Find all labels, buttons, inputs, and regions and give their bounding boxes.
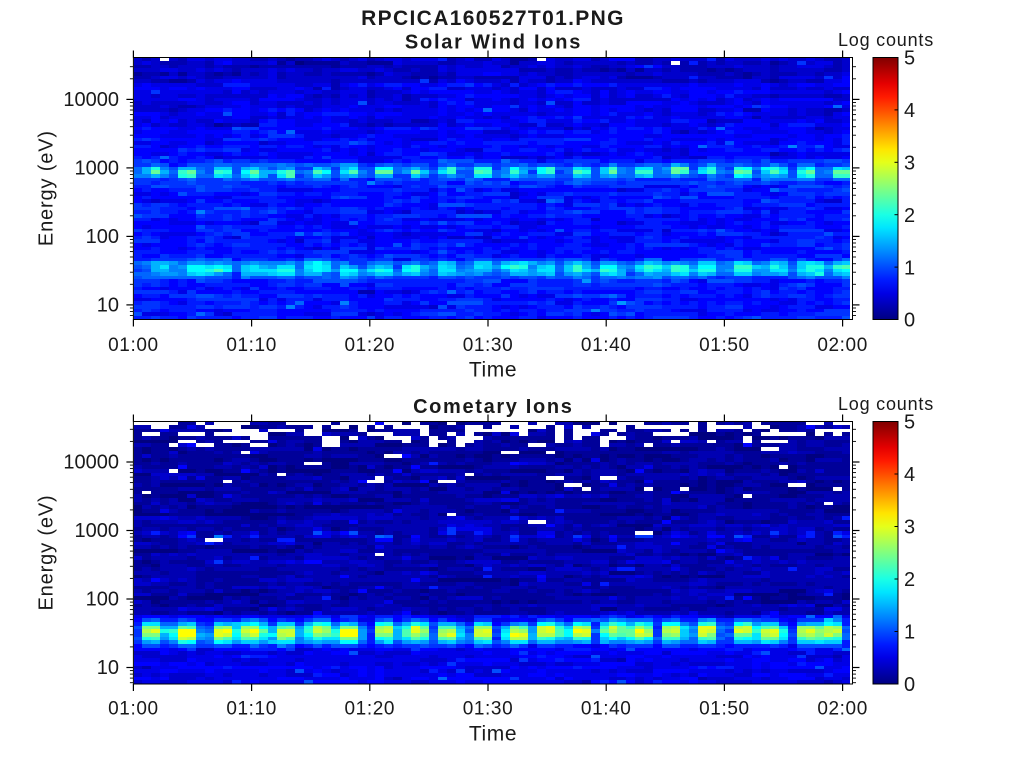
svg-text:01:10: 01:10 — [226, 698, 277, 719]
svg-text:Time: Time — [469, 358, 517, 381]
svg-text:100: 100 — [86, 226, 119, 248]
svg-text:01:30: 01:30 — [463, 335, 514, 356]
svg-text:10000: 10000 — [63, 89, 119, 111]
svg-text:4: 4 — [904, 100, 915, 122]
svg-text:01:20: 01:20 — [345, 698, 396, 719]
svg-text:Energy (eV): Energy (eV) — [35, 130, 57, 246]
svg-text:02:00: 02:00 — [817, 335, 868, 356]
svg-text:02:00: 02:00 — [817, 698, 868, 719]
svg-text:3: 3 — [904, 153, 915, 175]
svg-text:01:30: 01:30 — [463, 698, 514, 719]
svg-text:10: 10 — [97, 295, 119, 317]
svg-text:01:50: 01:50 — [699, 698, 750, 719]
svg-text:2: 2 — [904, 205, 915, 227]
svg-text:01:50: 01:50 — [699, 335, 750, 356]
svg-text:RPCICA160527T01.PNG: RPCICA160527T01.PNG — [361, 7, 625, 30]
svg-text:100: 100 — [86, 589, 119, 611]
svg-text:Time: Time — [469, 723, 517, 746]
svg-text:01:00: 01:00 — [108, 698, 159, 719]
svg-text:Energy (eV): Energy (eV) — [35, 494, 57, 610]
svg-text:3: 3 — [904, 517, 915, 539]
svg-text:10000: 10000 — [63, 452, 119, 474]
svg-text:4: 4 — [904, 464, 915, 486]
svg-text:0: 0 — [904, 674, 915, 696]
svg-text:01:10: 01:10 — [226, 335, 277, 356]
svg-text:0: 0 — [904, 310, 915, 332]
svg-text:Cometary Ions: Cometary Ions — [413, 396, 573, 418]
svg-text:Log counts: Log counts — [838, 30, 934, 50]
svg-text:5: 5 — [904, 412, 915, 434]
svg-text:01:00: 01:00 — [108, 335, 159, 356]
svg-text:01:40: 01:40 — [581, 335, 632, 356]
svg-text:1000: 1000 — [75, 158, 120, 180]
svg-text:01:20: 01:20 — [345, 335, 396, 356]
svg-text:1000: 1000 — [75, 520, 120, 542]
svg-text:2: 2 — [904, 569, 915, 591]
svg-text:5: 5 — [904, 48, 915, 70]
svg-text:Log counts: Log counts — [838, 394, 934, 414]
svg-text:Solar Wind Ions: Solar Wind Ions — [405, 31, 582, 53]
svg-text:01:40: 01:40 — [581, 698, 632, 719]
svg-text:10: 10 — [97, 657, 119, 679]
svg-text:1: 1 — [904, 257, 915, 279]
svg-text:1: 1 — [904, 622, 915, 644]
